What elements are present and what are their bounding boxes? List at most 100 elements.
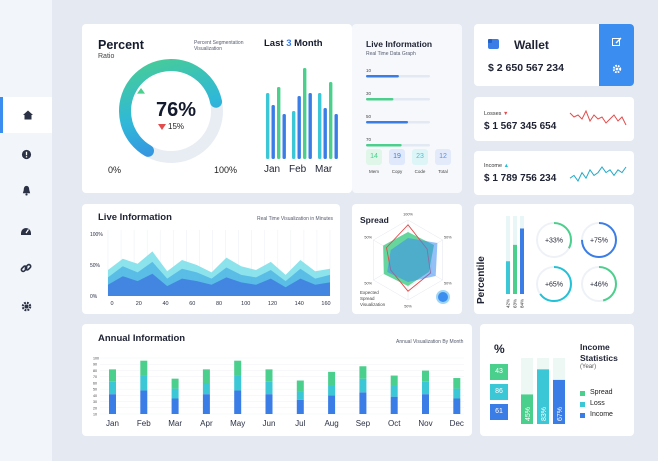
sidebar-item-settings[interactable] [0,288,52,324]
hbar-tick-3: 70 [366,137,372,142]
percentile-title: Percentile [476,256,487,304]
hbar-bar-1 [366,98,394,101]
month-bar-feb-1 [297,96,301,159]
annual-bar-dec-1 [453,388,461,399]
income-stats-tile-1[interactable]: 86 [490,384,508,400]
tile-copy[interactable]: 19 [389,149,405,165]
live-info-area-title: Live Information [98,212,172,223]
donut-arc-3 [581,266,617,302]
annual-xlabel-mar: Mar [168,419,182,428]
donut-value-2: +65% [545,282,563,289]
month-bar-mar-0 [318,93,322,159]
annual-ytick-1: 90 [93,363,97,367]
percent-caption-line1: Percent Segmentation [194,40,244,46]
income-stats-tile-0[interactable]: 43 [490,364,508,380]
edit-icon[interactable] [612,37,622,47]
legend-label-income: Income [590,411,613,418]
legend-swatch-0 [580,391,585,396]
percentile-bar-0 [506,261,510,294]
live-info-area-caption: Real Time Visualization in Minutes [257,216,334,222]
annual-ytick-8: 20 [93,406,97,410]
hbar-bar-3 [366,144,402,147]
legend-label-loss: Loss [590,400,605,407]
sidebar-item-home[interactable] [0,97,52,133]
settings-icon[interactable] [612,64,622,74]
month-bar-jan-1 [271,105,275,159]
sidebar-item-dashboard[interactable] [0,212,52,248]
live-info-top-title: Live Information [366,39,433,49]
annual-bar-jan-1 [109,381,116,395]
link-icon [20,263,32,273]
annual-bar-sep-2 [359,366,367,379]
hbar-tick-0: 10 [366,68,372,73]
annual-ytick-0: 100 [93,357,99,361]
annual-bar-feb-1 [140,375,148,391]
area-ytick-2: 0% [90,294,98,300]
area-xtick-4: 80 [216,301,222,307]
area-xtick-0: 0 [110,301,113,307]
tile-total[interactable]: 12 [435,149,451,165]
annual-bar-jun-2 [265,369,273,382]
income-stats-tile-2[interactable]: 61 [490,404,508,420]
tile-code[interactable]: 23 [412,149,428,165]
annual-bar-apr-0 [202,394,210,414]
annual-ytick-5: 50 [93,388,97,392]
annual-bar-oct-1 [390,385,398,397]
percent-title: Percent [98,38,144,52]
spread-caption-line1: Expected [360,290,379,295]
annual-xlabel-nov: Nov [418,419,432,428]
radar-tick-5: 50% [364,236,372,240]
income-stats-card: % 43 86 61 45% 83% 67% Income Statistics (Ye… [480,324,634,436]
annual-xlabel-jun: Jun [263,419,276,428]
sidebar-item-info[interactable] [0,136,52,172]
hbar-tick-2: 50 [366,114,372,119]
area-xtick-3: 60 [189,301,195,307]
annual-bar-mar-0 [171,398,179,414]
hbar-bar-0 [366,75,399,78]
income-stats-bar-0 [521,394,533,424]
losses-label: Losses ▼ [484,111,509,117]
month-bar-feb-3 [308,93,312,159]
annual-bar-chart: 100 90 80 70 60 50 40 30 20 10 Jan Feb Mar Apr May Jun J… [93,357,464,428]
wallet-amount: $ 2 650 567 234 [488,62,564,74]
sidebar-item-notifications[interactable] [0,172,52,208]
sidebar-item-links[interactable] [0,250,52,286]
percentile-track-0 [506,216,510,294]
annual-bar-feb-0 [140,390,148,414]
month-label-jan: Jan [264,164,281,175]
annual-xlabel-jan: Jan [106,419,119,428]
wallet-icon [488,39,499,49]
annual-bar-oct-2 [390,375,398,386]
area-xtick-7: 140 [295,301,304,307]
percentile-bar-chart: 42% 63% 84% [506,216,525,308]
annual-ytick-4: 60 [93,381,97,385]
radar-tick-0: 100% [403,213,413,217]
area-xtick-1: 20 [136,301,142,307]
annual-bar-jun-1 [265,381,273,395]
percent-caption-line2: Visualization [194,46,222,52]
income-stats-percent-symbol: % [494,342,505,356]
spread-indicator [436,290,450,304]
annual-ytick-6: 40 [93,394,97,398]
donut-arc-1 [581,222,617,258]
month-bar-jan-0 [266,93,270,159]
annual-bar-nov-2 [422,370,429,382]
radar-tick-2: 50% [444,282,452,286]
annual-card: Annual Information Annual Visualization … [82,324,472,436]
hbar-bar-2 [366,121,409,124]
radar-series-2 [387,238,438,282]
annual-bar-jul-0 [296,399,304,414]
annual-xlabel-oct: Oct [388,419,401,428]
radar-tick-1: 50% [444,236,452,240]
month-label-feb: Feb [289,164,307,175]
tile-mem[interactable]: 14 [366,149,382,165]
annual-bar-feb-2 [140,360,148,376]
spread-caption-line3: Visualization [360,302,386,307]
annual-ytick-9: 10 [93,413,97,417]
month-bar-mar-2 [329,82,333,159]
wallet-action-panel [599,24,634,86]
spread-radar-chart: 100% 50% 50% 50% 50% 50% [364,213,452,309]
income-stats-title-line2: Statistics [580,353,618,363]
live-info-area-card: Live Information Real Time Visualization… [82,204,340,314]
annual-bar-dec-2 [453,378,461,389]
